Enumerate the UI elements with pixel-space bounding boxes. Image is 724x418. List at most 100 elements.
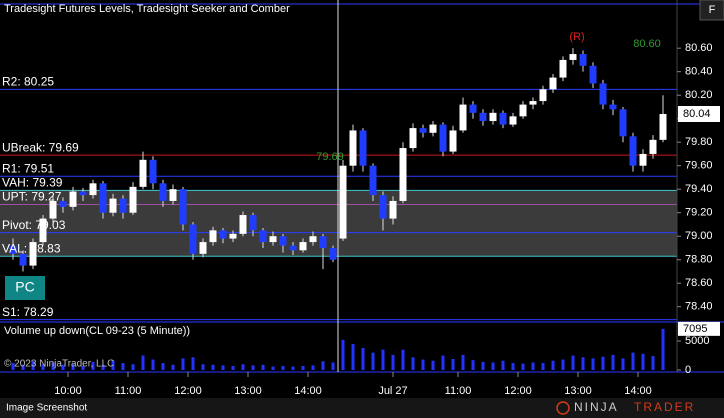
candle-body bbox=[409, 128, 417, 149]
level-label: S1: 78.29 bbox=[2, 305, 54, 319]
candle-body bbox=[9, 245, 17, 254]
volume-bar bbox=[401, 349, 405, 370]
candle-body bbox=[479, 112, 487, 122]
volume-bar bbox=[461, 354, 465, 370]
candle-body bbox=[159, 183, 167, 201]
candle-body bbox=[229, 233, 237, 239]
volume-bar bbox=[21, 364, 25, 370]
candle-body bbox=[659, 113, 667, 140]
volume-title: Volume up down(CL 09-23 (5 Minute)) bbox=[4, 325, 190, 337]
volume-bar bbox=[331, 362, 335, 370]
f-button[interactable] bbox=[699, 0, 724, 21]
volume-bar bbox=[491, 362, 495, 370]
volume-bar bbox=[181, 358, 185, 370]
volume-y-tick-label: 5000 bbox=[685, 335, 709, 347]
candle-body bbox=[119, 198, 127, 213]
logo-ninja: NINJA bbox=[574, 400, 619, 414]
candle-body bbox=[529, 101, 537, 105]
y-tick-label: 79.20 bbox=[685, 207, 713, 219]
candle-body bbox=[249, 215, 257, 231]
volume-bar bbox=[121, 363, 125, 370]
volume-bar bbox=[541, 363, 545, 370]
volume-bar bbox=[531, 362, 535, 370]
x-tick-label: 10:00 bbox=[54, 385, 82, 397]
candle-body bbox=[509, 116, 517, 125]
candle-body bbox=[609, 104, 617, 110]
volume-bar bbox=[81, 365, 85, 370]
level-label: UBreak: 79.69 bbox=[2, 140, 79, 154]
axes bbox=[0, 0, 724, 377]
candle-body bbox=[209, 230, 217, 243]
candle-body bbox=[339, 165, 347, 239]
candle-body bbox=[299, 242, 307, 251]
volume-bar bbox=[171, 364, 175, 370]
volume-bar bbox=[241, 364, 245, 370]
volume-bar bbox=[571, 355, 575, 370]
y-tick-label: 78.60 bbox=[685, 277, 713, 289]
volume-bar bbox=[441, 355, 445, 370]
level-label: R2: 80.25 bbox=[2, 74, 54, 88]
y-tick-label: 79.80 bbox=[685, 136, 713, 148]
pc-button[interactable] bbox=[5, 276, 45, 300]
candle-body bbox=[219, 230, 227, 239]
volume-bar bbox=[91, 361, 95, 370]
candle-body bbox=[619, 109, 627, 137]
x-tick-label: 14:00 bbox=[624, 385, 652, 397]
volume-panel bbox=[11, 328, 665, 370]
volume-bar bbox=[231, 365, 235, 370]
volume-bar bbox=[111, 360, 115, 370]
candle-body bbox=[199, 242, 207, 254]
volume-bar bbox=[341, 339, 345, 370]
candle-body bbox=[169, 189, 177, 201]
volume-bar bbox=[651, 356, 655, 370]
f-button-label[interactable]: F bbox=[709, 4, 716, 16]
volume-bar bbox=[291, 366, 295, 370]
footer-text: Image Screenshot bbox=[6, 403, 87, 414]
volume-bar bbox=[431, 360, 435, 370]
volume-bar bbox=[511, 363, 515, 370]
volume-bar bbox=[71, 364, 75, 370]
volume-bar bbox=[281, 365, 285, 370]
level-label: UPT: 79.27 bbox=[2, 190, 62, 204]
candle-body bbox=[129, 186, 137, 213]
candle-body bbox=[599, 83, 607, 105]
volume-bar bbox=[501, 360, 505, 370]
candle-body bbox=[489, 112, 497, 122]
volume-bar bbox=[381, 349, 385, 370]
candle-body bbox=[59, 200, 67, 207]
x-tick-label: 11:00 bbox=[115, 385, 142, 397]
x-tick-label: Jul 27 bbox=[378, 385, 407, 397]
candle-body bbox=[499, 112, 507, 125]
level-label: VAL: 78.83 bbox=[2, 241, 61, 255]
candle-body bbox=[39, 218, 47, 243]
candle-body bbox=[19, 253, 27, 266]
volume-bar bbox=[611, 354, 615, 370]
volume-bar bbox=[421, 359, 425, 370]
volume-bar bbox=[31, 361, 35, 370]
pc-label[interactable]: PC bbox=[15, 279, 34, 295]
candle-body bbox=[569, 54, 577, 60]
candle-body bbox=[99, 183, 107, 213]
y-tick-label: 79.00 bbox=[685, 230, 713, 242]
candle-body bbox=[359, 130, 367, 166]
candle-body bbox=[369, 165, 377, 196]
candle-body bbox=[469, 104, 477, 113]
candle-body bbox=[349, 130, 357, 166]
annotation: (R) bbox=[569, 31, 584, 43]
volume-bar bbox=[191, 357, 195, 370]
candle-body bbox=[239, 215, 247, 234]
volume-bar bbox=[631, 352, 635, 370]
volume-bar bbox=[641, 353, 645, 370]
annotation: 80.60 bbox=[633, 38, 661, 50]
candle-body bbox=[549, 77, 557, 90]
candle-body bbox=[259, 230, 267, 243]
candle-body bbox=[179, 189, 187, 225]
level-label: R1: 79.51 bbox=[2, 161, 54, 175]
volume-bar bbox=[311, 365, 315, 370]
volume-bar bbox=[11, 363, 15, 370]
y-tick-label: 80.60 bbox=[685, 42, 713, 54]
candle-body bbox=[519, 104, 527, 117]
